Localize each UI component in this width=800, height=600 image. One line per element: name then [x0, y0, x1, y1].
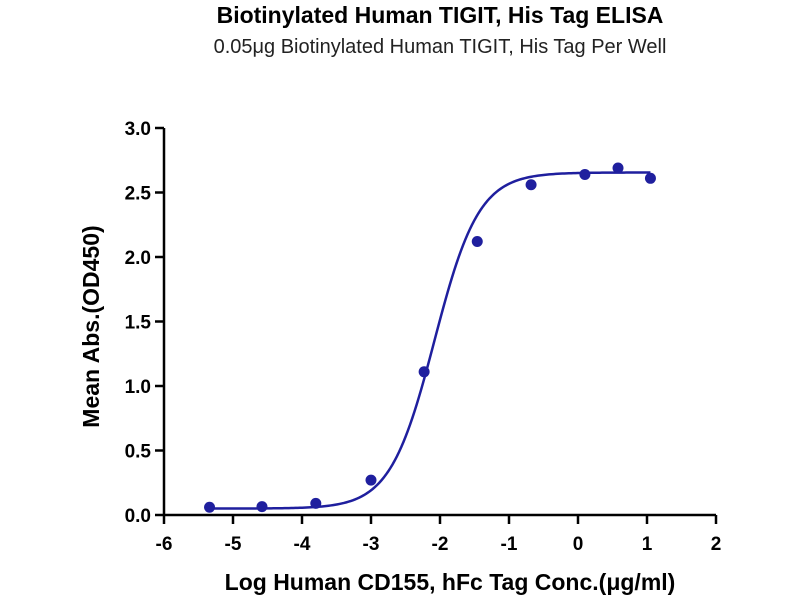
x-tick-label: -2 — [432, 534, 449, 555]
data-points-layer — [204, 162, 656, 513]
y-tick-label: 3.0 — [125, 119, 151, 140]
x-tick-label: -3 — [363, 534, 380, 555]
y-tick-label: 0.0 — [125, 506, 151, 527]
x-tick-label: -6 — [156, 534, 173, 555]
data-point — [471, 236, 483, 248]
x-tick-label: 0 — [573, 534, 584, 555]
data-point — [525, 179, 537, 191]
axes: 0.0 0.5 1.0 1.5 2.0 2.5 3.0 -6 -5 -4 -3 -2 -1 0 1 2 — [125, 119, 722, 555]
x-tick-label: -4 — [294, 534, 311, 555]
chart-title: Biotinylated Human TIGIT, His Tag ELISA — [216, 2, 664, 28]
y-tick-label: 1.5 — [125, 313, 152, 334]
y-axis-title: Mean Abs.(OD450) — [78, 225, 104, 427]
data-point — [579, 168, 591, 180]
x-tick-label: -1 — [501, 534, 518, 555]
data-point — [365, 474, 377, 486]
fit-curve-layer — [209, 171, 651, 510]
data-point — [418, 366, 430, 378]
x-tick-label: 2 — [711, 534, 722, 555]
data-point — [612, 162, 624, 174]
y-tick-label: 0.5 — [125, 442, 152, 463]
data-point — [256, 501, 268, 513]
data-point — [204, 501, 216, 513]
x-axis-title: Log Human CD155, hFc Tag Conc.(μg/ml) — [225, 569, 676, 595]
y-tick-label: 2.5 — [125, 184, 152, 205]
fit-curve — [209, 171, 651, 510]
data-point — [310, 497, 322, 509]
x-tick-label: 1 — [642, 534, 653, 555]
x-tick-label: -5 — [225, 534, 242, 555]
data-point — [644, 172, 656, 184]
y-tick-label: 1.0 — [125, 377, 151, 398]
chart-subtitle: 0.05μg Biotinylated Human TIGIT, His Tag… — [213, 36, 667, 58]
y-tick-label: 2.0 — [125, 248, 151, 269]
